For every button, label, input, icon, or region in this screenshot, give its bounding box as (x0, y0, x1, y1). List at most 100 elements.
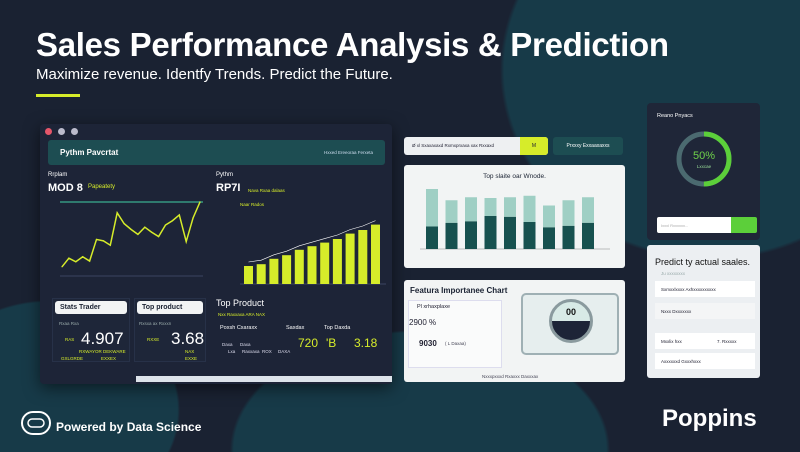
top-product-table: Top Product Nxx Raxxaxa ARA NAX Poxsh Cx… (216, 296, 386, 368)
action-button[interactable]: Prxxxy Exxaaxaxxs (553, 137, 623, 155)
bar-segment-top (465, 197, 477, 222)
bar (282, 255, 292, 284)
table-value: 'B (326, 336, 337, 350)
search-bar[interactable]: Ø xl Sxaxaxaxd Rxmxprxaxa xax Rxxaxd M (404, 137, 548, 155)
dashboard-header: Pythm Pavcrtat Hxxed Ereeoraa Ferxeta (48, 140, 385, 165)
chart-value: MOD 8 (48, 182, 83, 194)
search-button[interactable]: M (520, 137, 548, 155)
row-label: Mxxlix hxx (661, 339, 682, 344)
dashboard-window: Pythm Pavcrtat Hxxed Ereeoraa Ferxeta Rr… (40, 124, 392, 384)
card-foot: RXWAYOR DEKWARE (79, 349, 126, 354)
gauge-panel: 00 (521, 293, 619, 355)
line-point (192, 217, 194, 219)
line-chart (60, 201, 203, 277)
line-point (95, 238, 98, 241)
subtitle: Maximize revenue. Identfy Trends. Predic… (36, 66, 393, 83)
bar (244, 266, 253, 284)
column-header: Poxsh Cxaraxx (220, 325, 257, 331)
ring-title: Reano Pnyacs (657, 113, 693, 119)
table-cell: DAXA (278, 349, 291, 354)
card-small: RXXE (147, 337, 160, 342)
bar (345, 233, 355, 284)
card-label: Rxaa Rxa (59, 321, 79, 326)
section-title: Top Product (216, 298, 265, 308)
bar-segment-top (484, 198, 497, 216)
bar-segment-bottom (465, 221, 477, 249)
line-point (109, 244, 111, 246)
predict-sub: Ju xxxxxxxx (661, 271, 686, 276)
stats-trader-card: Stats Trader Rxaa Rxa RAS 4.907 RXWAYOR … (52, 298, 130, 362)
bar-segment-top (445, 200, 458, 223)
card-foot: GXLGRDE (61, 356, 84, 361)
predict-row[interactable]: Axxxxxxd Gxxxhxxx (655, 353, 755, 369)
brand-logo: Poppins (662, 405, 757, 432)
ring-card: Reano Pnyacs 50% Lxxcae Ixxxl Rxxxxxx... (647, 103, 760, 240)
predict-row[interactable]: Sxmxxlxxxx Axhxxxxxxxxxx (655, 281, 755, 297)
bar-segment-bottom (426, 226, 438, 249)
line-point (199, 201, 201, 203)
line-point (102, 240, 104, 242)
stacked-bar-card: Top slaite oar Wnode. (404, 165, 625, 268)
chart-title: Featura Importanee Chart (410, 286, 508, 295)
line-point (164, 224, 167, 226)
predict-row[interactable]: Nxxx Dxxxxxxx (655, 303, 755, 319)
bar-segment-bottom (523, 222, 536, 249)
card-foot: EXXEX (101, 356, 117, 361)
bar-segment-bottom (562, 225, 575, 249)
bar (371, 224, 380, 284)
search-text: Ø xl Sxaxaxaxd Rxmxprxaxa xax Rxxaxd (412, 143, 495, 148)
bar (332, 239, 342, 284)
bar-segment-top (426, 189, 438, 227)
line-point (178, 214, 180, 216)
card-foot: EXXE (185, 356, 198, 361)
bar-segment-top (543, 205, 555, 228)
predict-row[interactable]: Mxxlix hxx 7. Rxxxxx (655, 333, 755, 349)
bar-segment-bottom (504, 216, 516, 249)
bar (256, 264, 266, 284)
bar-segment-top (504, 197, 516, 217)
line-point (158, 235, 160, 238)
ring-fill (676, 131, 732, 187)
line-point (89, 260, 91, 262)
submit-button[interactable] (731, 217, 757, 233)
title-underline (36, 94, 80, 97)
line-point (61, 266, 63, 268)
predict-card: Predict ty actual saales. Ju xxxxxxxx Sx… (647, 245, 760, 378)
column-header: Top Daxda (324, 325, 351, 331)
maximize-dot[interactable] (71, 128, 78, 135)
powered-by: Powered by Data Science (56, 420, 202, 434)
feature-suffix: ( L Daxaa) (445, 341, 466, 346)
card-title[interactable]: Stats Trader (55, 301, 127, 314)
trend-line (248, 220, 376, 263)
line-chart-panel: Rrplam MOD 8 Papeatety (48, 170, 208, 288)
horizontal-scrollbar[interactable] (136, 376, 392, 382)
table-value: 3.18 (354, 336, 378, 350)
card-title[interactable]: Top product (137, 301, 203, 314)
card-value: 3.68 (171, 329, 205, 348)
table-value: 720 (298, 336, 319, 350)
table-cell: Raxxaxa (242, 349, 260, 354)
feature-list: Pl xrhaxplaxe 2900 % 9030 ( L Daxaa) (408, 300, 502, 368)
bar-segment-top (582, 197, 594, 223)
line-point (123, 223, 125, 225)
bar-chart-panel: Pythm RP7I Nava Rxaa dalaas Naar Rados (216, 170, 388, 288)
line-point (144, 226, 146, 228)
predict-input[interactable]: Ixxxl Rxxxxxx... (657, 217, 731, 233)
close-dot[interactable] (45, 128, 52, 135)
feature-value: 2900 % (409, 318, 437, 327)
line-point (185, 241, 187, 243)
predict-title: Predict ty actual saales. (655, 257, 751, 267)
feature-value: 9030 (419, 339, 437, 348)
line-point (151, 231, 153, 233)
stacked-bar-chart (420, 189, 610, 250)
chart-inner-label: Naar Rados (240, 202, 265, 207)
bar (294, 249, 304, 284)
top-product-card: Top product Rxsxa ax Rxxxn RXXE 3.68 NAX… (134, 298, 206, 362)
gauge-value: 00 (565, 307, 576, 317)
minimize-dot[interactable] (58, 128, 65, 135)
feature-importance-card: Featura Importanee Chart Pl xrhaxplaxe 2… (404, 280, 625, 382)
header-title: Pythm Pavcrtat (60, 148, 119, 157)
section-tag: Nxx Raxxaxa ARA NAX (218, 312, 266, 317)
bar (307, 246, 317, 284)
line-point (130, 228, 132, 230)
